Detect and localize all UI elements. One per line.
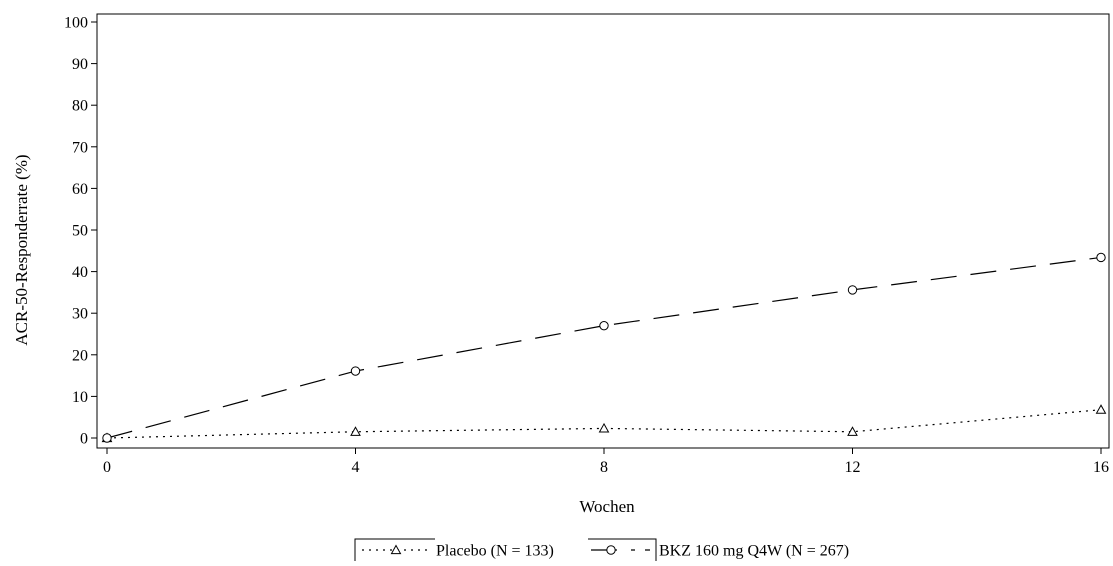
series-placebo [101, 404, 1107, 443]
legend-label: Placebo (N = 133) [436, 543, 554, 560]
legend-frame [354, 538, 435, 561]
data-point-triangle [350, 426, 361, 436]
data-point-triangle [598, 422, 610, 433]
y-tick-label: 0 [80, 431, 88, 448]
x-tick-label: 16 [1093, 459, 1109, 476]
x-tick-label: 12 [845, 459, 861, 476]
series-bkz [102, 252, 1106, 443]
x-tick-label: 8 [600, 459, 608, 476]
data-point-circle [1096, 252, 1106, 263]
legend-marker-circle [606, 545, 616, 555]
y-tick-label: 80 [72, 98, 88, 115]
x-tick-label: 4 [352, 459, 360, 476]
y-tick-label: 60 [72, 181, 88, 198]
y-tick-label: 10 [72, 389, 88, 406]
legend-marker-triangle [390, 544, 402, 555]
y-tick-label: 20 [72, 347, 88, 364]
y-tick-label: 40 [72, 264, 88, 281]
legend-item-bkz: BKZ 160 mg Q4W (N = 267) [591, 543, 849, 560]
data-point-triangle [847, 426, 858, 436]
y-tick-label: 100 [64, 15, 88, 32]
plot-area-frame [96, 13, 1110, 449]
x-tick-label: 0 [103, 459, 111, 476]
data-point-circle [847, 285, 858, 295]
data-point-circle [599, 320, 609, 331]
data-point-triangle [1095, 404, 1107, 414]
series-line [106, 256, 1102, 439]
x-axis-label: Wochen [579, 497, 635, 516]
y-tick-label: 50 [72, 223, 88, 240]
legend-item-placebo: Placebo (N = 133) [362, 543, 554, 560]
series-layer [101, 252, 1107, 443]
y-axis-label: ACR-50-Responderrate (%) [12, 154, 31, 345]
y-axis: 0 10 20 30 40 50 60 70 80 90 100 [64, 15, 97, 448]
legend-frame [588, 538, 657, 561]
data-point-circle [102, 433, 112, 443]
data-point-circle [350, 366, 361, 376]
x-axis: 0 4 8 12 16 [103, 448, 1109, 476]
y-tick-label: 70 [72, 139, 88, 156]
legend-label: BKZ 160 mg Q4W (N = 267) [659, 543, 849, 560]
y-tick-label: 90 [72, 56, 88, 73]
legend: Placebo (N = 133) BKZ 160 mg Q4W (N = 267… [354, 538, 849, 561]
y-tick-label: 30 [72, 306, 88, 323]
